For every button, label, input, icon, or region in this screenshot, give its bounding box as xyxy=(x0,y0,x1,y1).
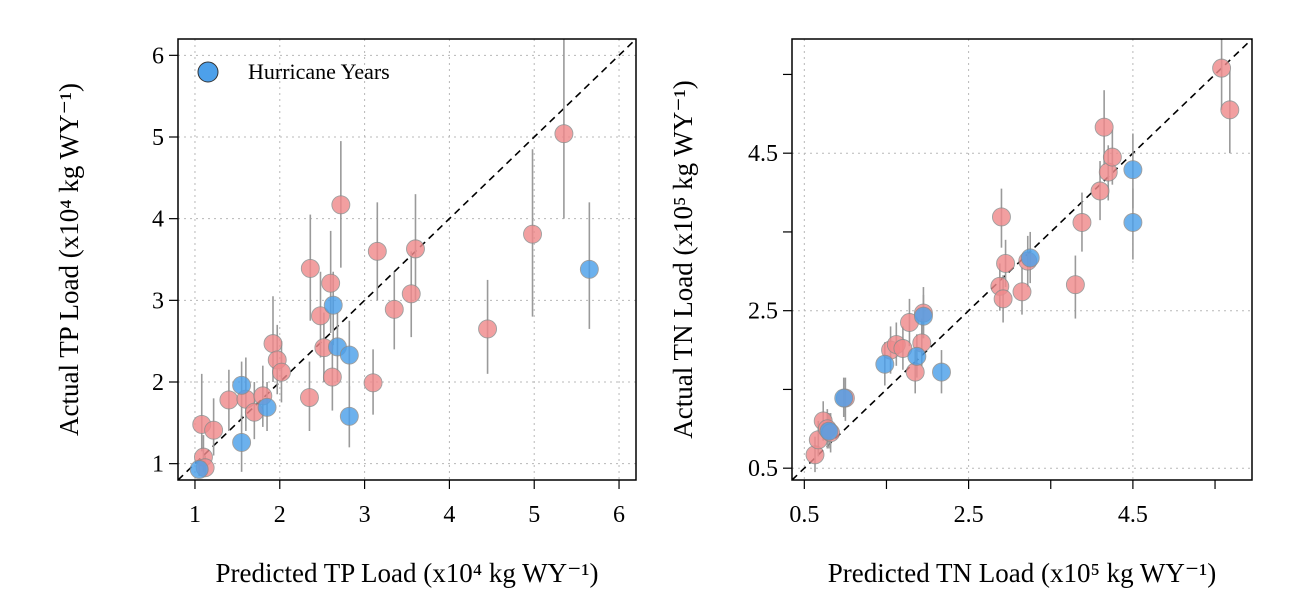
y-tick-label: 2 xyxy=(152,370,164,396)
hurricane-year-point xyxy=(1123,213,1143,232)
hurricane-year-point xyxy=(819,421,839,441)
data-point xyxy=(367,241,387,261)
y-tick-label: 3 xyxy=(152,288,164,314)
hurricane-year-point xyxy=(232,375,252,395)
data-point xyxy=(996,253,1016,273)
data-point xyxy=(1012,282,1032,302)
hurricane-year-point xyxy=(875,354,895,374)
data-point xyxy=(1094,117,1114,137)
hurricane-year-point xyxy=(232,432,252,452)
data-point xyxy=(992,207,1011,227)
hurricane-year-point xyxy=(189,459,209,479)
data-point xyxy=(1072,213,1092,232)
data-point xyxy=(321,273,341,293)
y-tick-label: 1 xyxy=(152,452,164,478)
hurricane-year-point xyxy=(323,295,343,315)
plot-frame xyxy=(177,38,637,481)
hurricane-year-point xyxy=(932,362,951,382)
y-tick-label: 0.5 xyxy=(748,456,778,482)
y-axis-title: Actual TN Load (x10⁵ kg WY⁻¹) xyxy=(668,80,698,438)
y-tick-label: 5 xyxy=(152,125,164,151)
x-tick-label: 3 xyxy=(359,502,371,528)
hurricane-year-point xyxy=(913,306,933,326)
data-point xyxy=(204,420,224,440)
y-tick-label: 6 xyxy=(152,43,164,69)
plot-frame xyxy=(791,38,1253,481)
plot-area xyxy=(792,39,1252,480)
x-tick-label: 4.5 xyxy=(1118,502,1148,528)
data-point xyxy=(363,373,383,393)
data-point xyxy=(1065,275,1085,295)
y-tick-label: 2.5 xyxy=(748,299,778,325)
x-tick-label: 6 xyxy=(613,502,625,528)
data-point xyxy=(401,284,421,304)
tp-load-scatter-panel: 1 2 3 4 5 6 1 2 3 4 5 6 Predicted TP Load (x10⁴ kg W… xyxy=(54,38,637,588)
data-point xyxy=(219,390,239,410)
data-point xyxy=(905,362,925,382)
x-tick-label: 4 xyxy=(443,502,455,528)
data-point xyxy=(1102,147,1122,167)
data-point xyxy=(1212,58,1232,78)
data-point xyxy=(263,334,283,354)
data-point xyxy=(322,367,342,387)
y-axis-title: Actual TP Load (x10⁴ kg WY⁻¹) xyxy=(54,83,84,436)
x-axis-title: Predicted TN Load (x10⁵ kg WY⁻¹) xyxy=(828,558,1216,588)
data-point xyxy=(993,289,1013,309)
data-point xyxy=(384,299,404,319)
data-point xyxy=(300,259,320,278)
hurricane-year-point xyxy=(907,346,927,366)
plot-area xyxy=(178,39,636,480)
hurricane-year-point xyxy=(579,259,599,279)
data-point xyxy=(406,239,425,259)
x-tick-label: 2.5 xyxy=(954,502,984,528)
legend-label: Hurricane Years xyxy=(248,59,390,84)
x-tick-label: 1 xyxy=(189,502,201,528)
data-point xyxy=(311,306,330,326)
y-tick-label: 4.5 xyxy=(748,141,778,167)
data-point xyxy=(300,388,319,407)
hurricane-year-point xyxy=(339,406,359,426)
x-tick-label: 2 xyxy=(274,502,286,528)
x-tick-label: 0.5 xyxy=(789,502,819,528)
data-point xyxy=(523,224,542,244)
x-axis-title: Predicted TP Load (x10⁴ kg WY⁻¹) xyxy=(216,558,599,588)
x-tick-label: 5 xyxy=(528,502,540,528)
tn-load-scatter-panel: 0.5 2.5 4.5 0.5 2.5 4.5 Predicted TN Load (x10… xyxy=(668,38,1253,588)
data-point xyxy=(554,124,574,144)
gridlines xyxy=(178,39,636,480)
data-point xyxy=(331,195,351,215)
data-point xyxy=(1090,181,1110,201)
one-to-one-reference-line xyxy=(178,39,636,480)
data-point xyxy=(272,362,291,382)
y-tick-label: 4 xyxy=(152,207,164,233)
hurricane-year-point xyxy=(834,388,854,408)
hurricane-year-point xyxy=(257,397,277,417)
hurricane-year-point xyxy=(1123,160,1143,180)
hurricane-year-point xyxy=(339,345,359,365)
data-point xyxy=(1220,100,1240,120)
hurricane-year-point xyxy=(1020,248,1040,268)
data-point xyxy=(478,319,498,339)
legend-hurricane-marker xyxy=(197,61,219,83)
legend: Hurricane Years xyxy=(197,59,390,84)
